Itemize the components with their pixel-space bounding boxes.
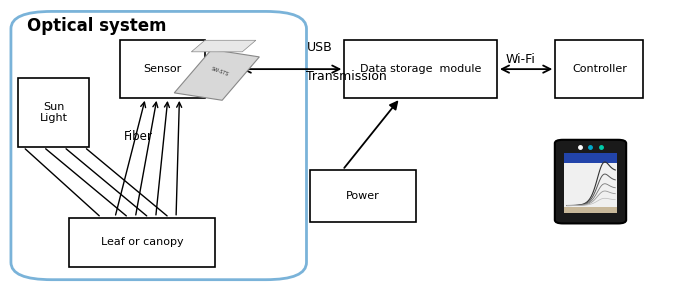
FancyBboxPatch shape [69,218,215,267]
FancyBboxPatch shape [564,153,617,213]
FancyBboxPatch shape [344,40,497,98]
FancyBboxPatch shape [120,40,205,98]
Text: Fiber: Fiber [124,131,153,143]
FancyBboxPatch shape [564,207,617,213]
Text: Sensor: Sensor [143,64,182,74]
Text: Wi-Fi: Wi-Fi [506,53,536,66]
FancyBboxPatch shape [310,170,416,222]
Text: SW-STS: SW-STS [210,66,229,78]
Polygon shape [174,49,260,100]
FancyBboxPatch shape [555,140,626,223]
Text: Leaf or canopy: Leaf or canopy [101,237,184,247]
Text: Transmission: Transmission [306,70,387,83]
FancyBboxPatch shape [11,11,306,280]
Text: USB: USB [306,41,332,54]
Text: Data storage  module: Data storage module [360,64,482,74]
FancyBboxPatch shape [564,153,617,163]
Text: Controller: Controller [572,64,627,74]
Text: Optical system: Optical system [27,17,166,35]
FancyBboxPatch shape [18,78,90,147]
Polygon shape [191,40,256,52]
Text: Sun
Light: Sun Light [40,102,68,123]
FancyBboxPatch shape [555,40,643,98]
Text: Power: Power [346,191,379,201]
